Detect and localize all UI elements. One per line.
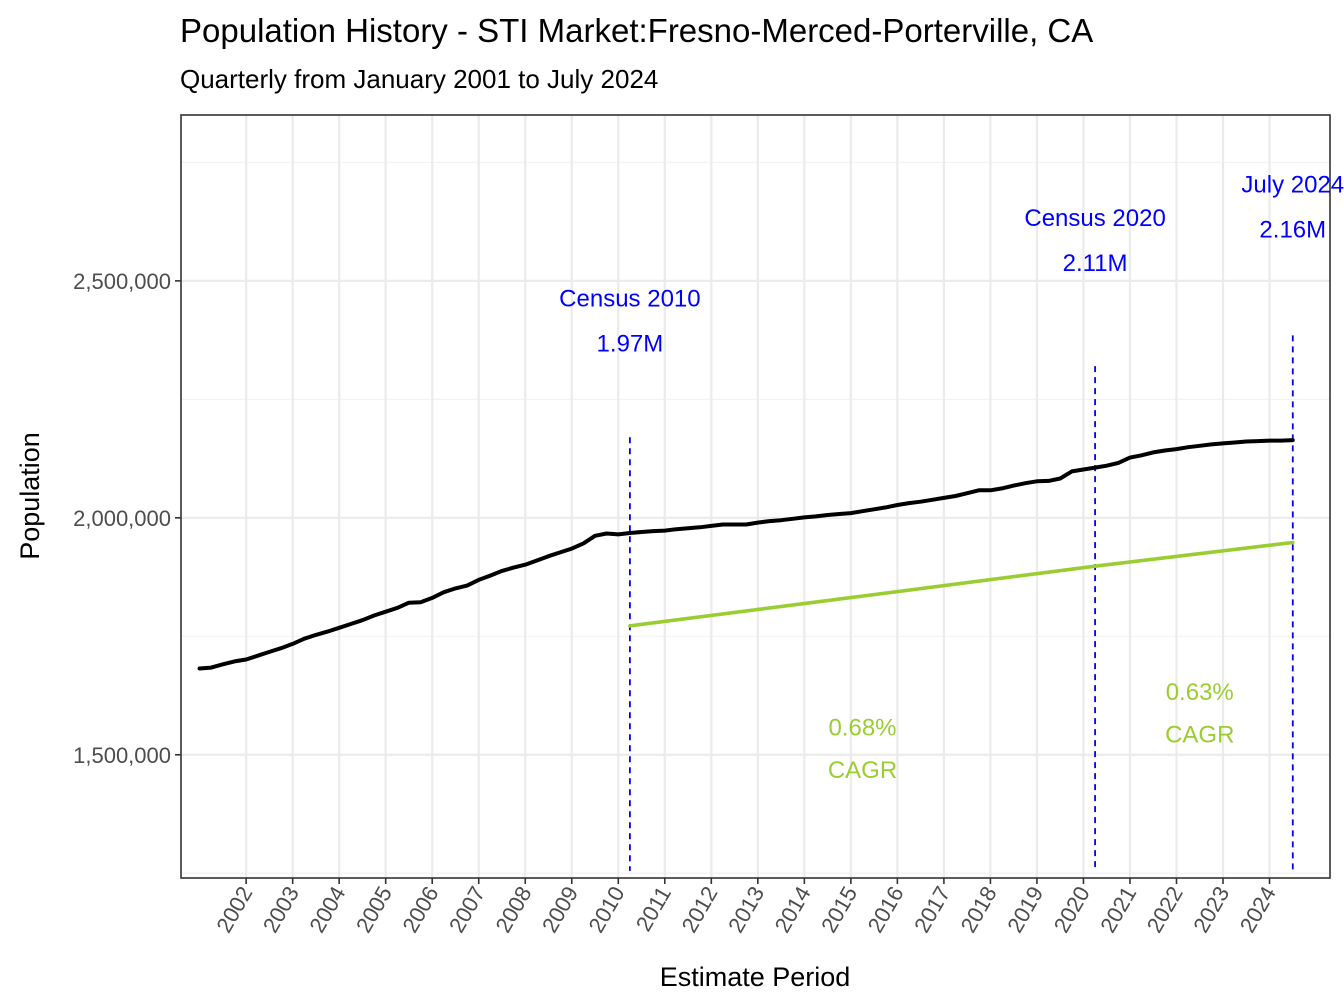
annot-layer: Census 2010 1.97M Census 2020 2.11M July 202… [559,172,1344,784]
x-tick-label: 2016 [863,882,909,937]
x-tick-label: 2008 [490,882,536,937]
x-tick-label: 2018 [956,882,1002,937]
x-tick-label: 2017 [909,882,955,937]
annotation-label: Census 2020 [1024,205,1165,232]
x-tick-label: 2015 [816,882,862,937]
x-tick-label: 2012 [677,882,723,937]
y-tick-label: 2,500,000 [73,269,171,294]
x-tick-label: 2022 [1142,882,1188,937]
chart-subtitle: Quarterly from January 2001 to July 2024 [180,64,659,94]
annotation-value: 1.97M [597,330,664,357]
x-tick-label: 2005 [351,882,397,937]
x-tick-label: 2004 [304,882,350,937]
x-tick-label: 2013 [723,882,769,937]
annotation-value: 2.11M [1063,250,1128,277]
grid-layer [181,115,1330,878]
x-tick-label: 2024 [1235,882,1281,937]
x-axis-title: Estimate Period [660,962,851,992]
x-tick-label: 2010 [583,882,629,937]
x-tick-label: 2021 [1095,882,1141,937]
annotation-label: 0.68% [828,714,896,741]
annotation-label: 0.63% [1166,679,1234,706]
y-tick-label: 2,000,000 [73,506,171,531]
panel-border [180,114,1331,879]
annotation-label: July 2024 [1241,172,1344,199]
x-tick-label: 2014 [770,882,816,937]
x-tick-label: 2003 [258,882,304,937]
chart-title: Population History - STI Market:Fresno-M… [180,12,1094,49]
data-layer [197,335,1295,871]
annotation-label: Census 2010 [559,285,700,312]
cagr-trend-line [628,540,1295,628]
population-series-line [197,438,1295,671]
y-axis-title: Population [15,432,45,560]
x-tick-label: 2020 [1049,882,1095,937]
annotation-value: CAGR [828,757,897,784]
x-tick-label: 2007 [444,882,490,937]
annotation-value: CAGR [1165,721,1234,748]
x-tick-label: 2006 [397,882,443,937]
x-tick-label: 2019 [1002,882,1048,937]
x-tick-label: 2011 [631,882,676,935]
y-tick-label: 1,500,000 [73,743,171,768]
x-tick-label: 2023 [1188,882,1234,937]
annotation-value: 2.16M [1259,217,1326,244]
x-tick-label: 2009 [537,882,583,937]
x-tick-label: 2002 [211,882,257,937]
